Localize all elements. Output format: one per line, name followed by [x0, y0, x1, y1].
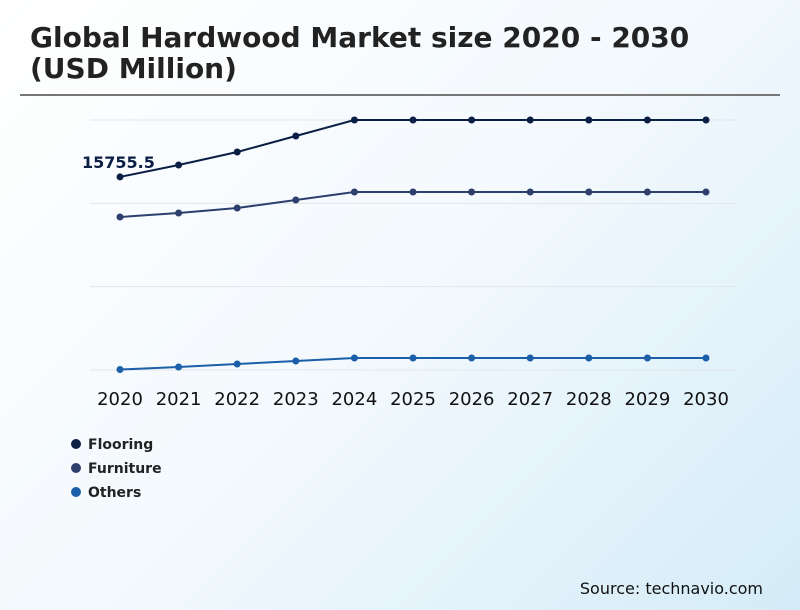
data-point — [233, 360, 241, 368]
legend-label: Others — [88, 485, 141, 501]
data-label: 15755.5 — [82, 153, 155, 172]
x-tick-label: 2021 — [156, 389, 202, 410]
data-point — [292, 357, 300, 365]
legend-marker — [71, 487, 81, 497]
data-point — [468, 116, 476, 124]
data-point — [116, 365, 124, 373]
x-tick-label: 2024 — [331, 389, 377, 410]
data-point — [292, 196, 300, 204]
separator — [20, 94, 780, 96]
data-point — [585, 116, 593, 124]
data-point — [350, 188, 358, 196]
x-tick-label: 2022 — [214, 389, 260, 410]
data-point — [409, 354, 417, 362]
data-point — [468, 354, 476, 362]
data-point — [643, 354, 651, 362]
chart-title: Global Hardwood Market size 2020 - 2030 … — [30, 21, 690, 85]
data-point — [116, 213, 124, 221]
data-point — [702, 354, 710, 362]
data-point — [526, 116, 534, 124]
data-point — [526, 354, 534, 362]
data-point — [116, 173, 124, 181]
x-tick-label: 2025 — [390, 389, 436, 410]
legend-marker — [71, 439, 81, 449]
x-tick-label: 2020 — [97, 389, 143, 410]
data-point — [233, 148, 241, 156]
x-tick-label: 2027 — [507, 389, 553, 410]
data-point — [468, 188, 476, 196]
series-line — [119, 119, 706, 178]
x-tick-label: 2026 — [449, 389, 495, 410]
series-line — [119, 190, 706, 218]
x-tick-label: 2028 — [566, 389, 612, 410]
data-point — [585, 354, 593, 362]
data-point — [350, 116, 358, 124]
data-point — [233, 204, 241, 212]
data-point — [702, 188, 710, 196]
data-point — [175, 209, 183, 217]
data-point — [350, 354, 358, 362]
x-tick-label: 2029 — [624, 389, 670, 410]
legend-label: Flooring — [88, 437, 153, 453]
x-tick-label: 2030 — [683, 389, 729, 410]
data-point — [175, 363, 183, 371]
data-point — [643, 116, 651, 124]
x-tick-label: 2023 — [273, 389, 319, 410]
data-point — [292, 132, 300, 140]
data-point — [409, 116, 417, 124]
data-point — [175, 161, 183, 169]
data-point — [585, 188, 593, 196]
data-point — [643, 188, 651, 196]
data-point — [702, 116, 710, 124]
source: Source: technavio.com — [579, 579, 763, 598]
legend-label: Furniture — [88, 461, 162, 477]
data-point — [409, 188, 417, 196]
data-point — [526, 188, 534, 196]
legend-marker — [71, 463, 81, 473]
